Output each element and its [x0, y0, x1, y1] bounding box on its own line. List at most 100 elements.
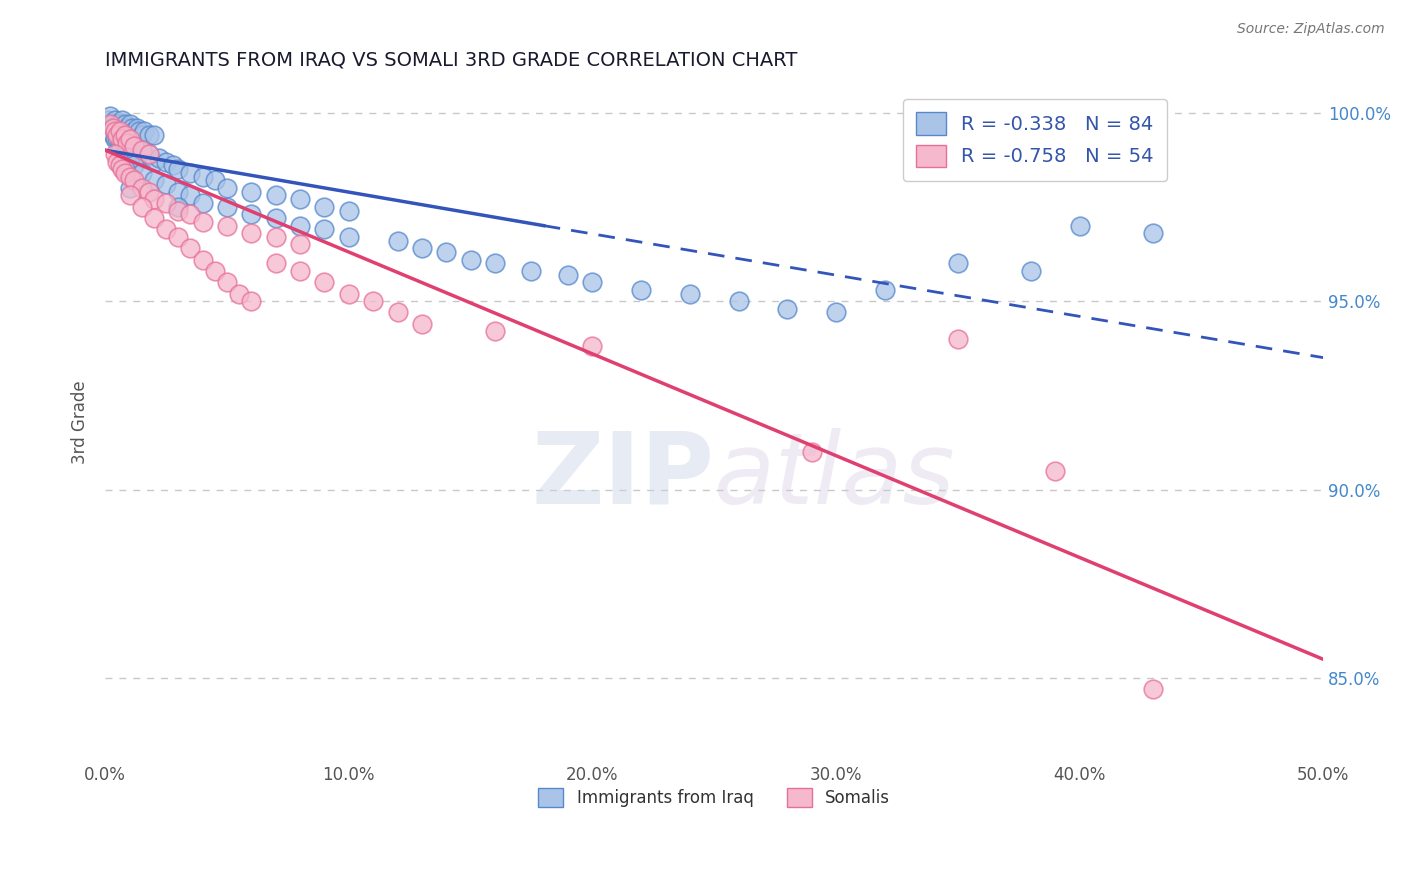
Point: [124, 139, 146, 153]
Point: [118, 151, 141, 165]
Point: [179, 166, 201, 180]
Point: [484, 256, 506, 270]
Point: [387, 305, 409, 319]
Point: [118, 181, 141, 195]
Point: [142, 211, 165, 225]
Point: [108, 143, 131, 157]
Point: [124, 158, 146, 172]
Point: [108, 117, 131, 131]
Point: [215, 200, 238, 214]
Point: [155, 196, 177, 211]
Point: [101, 117, 124, 131]
Point: [104, 132, 127, 146]
Point: [121, 143, 143, 157]
Point: [1019, 264, 1042, 278]
Point: [115, 120, 138, 135]
Point: [411, 241, 433, 255]
Point: [114, 166, 136, 180]
Text: IMMIGRANTS FROM IRAQ VS SOMALI 3RD GRADE CORRELATION CHART: IMMIGRANTS FROM IRAQ VS SOMALI 3RD GRADE…: [105, 51, 797, 70]
Point: [111, 113, 134, 128]
Point: [179, 241, 201, 255]
Point: [337, 230, 360, 244]
Point: [581, 339, 603, 353]
Text: atlas: atlas: [714, 427, 956, 524]
Point: [131, 200, 153, 214]
Point: [124, 124, 146, 138]
Point: [98, 117, 121, 131]
Y-axis label: 3rd Grade: 3rd Grade: [72, 380, 89, 464]
Point: [314, 222, 336, 236]
Point: [111, 132, 134, 146]
Point: [105, 128, 128, 142]
Point: [434, 245, 457, 260]
Point: [215, 181, 238, 195]
Point: [138, 185, 160, 199]
Point: [155, 177, 177, 191]
Point: [104, 147, 127, 161]
Point: [215, 275, 238, 289]
Point: [484, 324, 506, 338]
Point: [288, 219, 311, 233]
Point: [114, 162, 136, 177]
Point: [240, 226, 263, 240]
Point: [155, 222, 177, 236]
Point: [114, 128, 136, 142]
Point: [1069, 219, 1091, 233]
Point: [131, 128, 153, 142]
Point: [179, 207, 201, 221]
Point: [125, 120, 148, 135]
Point: [1142, 682, 1164, 697]
Point: [873, 283, 896, 297]
Point: [142, 154, 165, 169]
Point: [240, 185, 263, 199]
Point: [97, 113, 120, 128]
Point: [557, 268, 579, 282]
Point: [581, 275, 603, 289]
Point: [204, 264, 226, 278]
Point: [142, 173, 165, 187]
Point: [288, 264, 311, 278]
Point: [134, 151, 156, 165]
Point: [240, 207, 263, 221]
Point: [191, 196, 214, 211]
Point: [155, 154, 177, 169]
Point: [264, 188, 287, 202]
Point: [946, 256, 969, 270]
Point: [118, 139, 141, 153]
Point: [825, 305, 848, 319]
Point: [118, 132, 141, 146]
Point: [179, 188, 201, 202]
Point: [104, 113, 127, 128]
Point: [134, 124, 156, 138]
Point: [104, 124, 127, 138]
Point: [115, 136, 138, 150]
Point: [162, 158, 184, 172]
Point: [240, 293, 263, 308]
Point: [800, 445, 823, 459]
Point: [727, 293, 749, 308]
Point: [460, 252, 482, 267]
Point: [108, 136, 131, 150]
Point: [138, 128, 160, 142]
Legend: Immigrants from Iraq, Somalis: Immigrants from Iraq, Somalis: [531, 781, 897, 814]
Point: [138, 147, 160, 161]
Point: [105, 120, 128, 135]
Point: [167, 162, 190, 177]
Point: [411, 317, 433, 331]
Point: [105, 132, 128, 146]
Point: [105, 117, 128, 131]
Point: [288, 192, 311, 206]
Point: [679, 286, 702, 301]
Point: [124, 139, 146, 153]
Point: [124, 173, 146, 187]
Point: [520, 264, 543, 278]
Point: [264, 230, 287, 244]
Point: [142, 128, 165, 142]
Point: [105, 154, 128, 169]
Point: [946, 332, 969, 346]
Point: [167, 203, 190, 218]
Point: [288, 237, 311, 252]
Point: [204, 173, 226, 187]
Point: [114, 139, 136, 153]
Point: [142, 192, 165, 206]
